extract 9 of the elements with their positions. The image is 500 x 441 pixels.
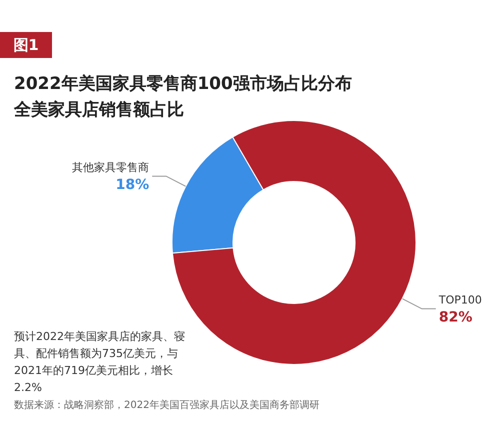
data-label: 18% (116, 176, 150, 193)
chart-title: 2022年美国家具零售商100强市场占比分布 (14, 73, 352, 95)
text: 预计2022年美国家具店的家具、寝具、配件销售额为735亿美元，与2021年的719亿美元相比，增长2.2% (14, 329, 186, 396)
slice-label: 其他家具零售商 (72, 161, 150, 174)
caption: 图1 (0, 32, 52, 58)
source-note: 数据来源：战略洞察部，2022年美国百强家具店以及美国商务部调研 (14, 398, 320, 412)
slice-label: TOP100 (438, 294, 482, 307)
data-label: 82% (438, 309, 472, 326)
chart-subtitle: 全美家具店销售额占比 (14, 99, 184, 121)
